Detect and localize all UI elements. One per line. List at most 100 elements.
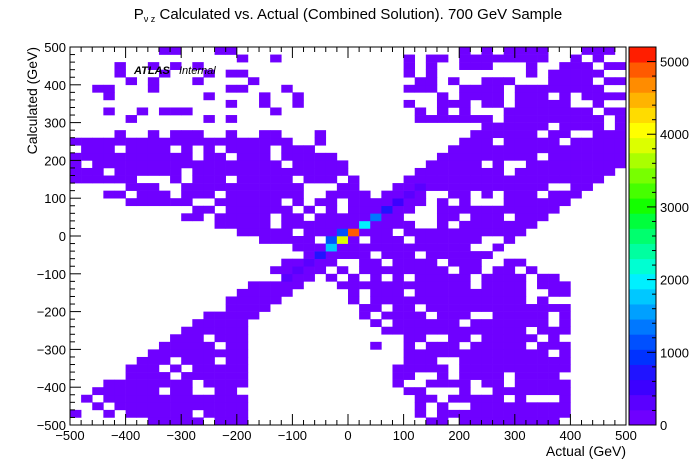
heatmap-bin [136, 409, 149, 418]
heatmap-bin [192, 190, 204, 199]
heatmap-bin [581, 175, 593, 184]
heatmap-bin [514, 54, 527, 63]
heatmap-bin [403, 266, 416, 275]
heatmap-bin [281, 288, 293, 297]
heatmap-bin [314, 137, 327, 146]
heatmap-bin [125, 372, 138, 380]
heatmap-bin [247, 137, 260, 146]
heatmap-bin [570, 69, 582, 78]
heatmap-bin [425, 364, 438, 373]
heatmap-bin [381, 190, 393, 199]
heatmap-bin [370, 258, 382, 267]
heatmap-bin [158, 372, 171, 380]
heatmap-bin [503, 228, 516, 237]
heatmap-bin [470, 304, 482, 312]
heatmap-bin [537, 84, 549, 93]
heatmap-bin [537, 273, 549, 282]
heatmap-bin [470, 266, 482, 275]
heatmap-bin [481, 54, 493, 63]
heatmap-bin [336, 220, 349, 229]
heatmap-bin [281, 175, 293, 184]
heatmap-bin [348, 236, 360, 244]
heatmap-bin [203, 167, 215, 176]
heatmap-bin [92, 145, 104, 154]
palette-swatch [629, 152, 656, 169]
heatmap-bin [303, 167, 315, 176]
heatmap-bin [403, 311, 416, 320]
heatmap-bin [459, 167, 471, 176]
heatmap-bin [548, 167, 560, 176]
heatmap-bin [336, 228, 349, 237]
heatmap-bin [70, 160, 82, 169]
heatmap-bin [525, 99, 538, 108]
heatmap-bin [514, 47, 527, 55]
heatmap-bin [170, 152, 182, 161]
heatmap-bin [236, 167, 249, 176]
heatmap-bin [147, 379, 160, 388]
heatmap-bin [514, 84, 527, 93]
heatmap-bin [103, 409, 115, 418]
heatmap-bin [559, 326, 571, 335]
x-tick-label: 100 [393, 428, 415, 443]
heatmap-bin [548, 84, 560, 93]
heatmap-bin [381, 198, 393, 207]
heatmap-bin [247, 205, 260, 214]
heatmap-bin [336, 160, 349, 169]
heatmap-bin [514, 92, 527, 101]
heatmap-bin [303, 236, 315, 244]
heatmap-bin [525, 417, 538, 426]
palette-swatch [629, 92, 656, 108]
heatmap-bin [192, 183, 204, 191]
heatmap-bin [492, 213, 504, 222]
heatmap-bin [492, 145, 504, 154]
heatmap-bin [470, 394, 482, 403]
heatmap-bin [270, 160, 282, 169]
heatmap-bin [548, 372, 560, 380]
heatmap-bin [281, 273, 293, 282]
heatmap-bin [603, 107, 616, 116]
heatmap-bin [236, 84, 249, 93]
heatmap-bin [303, 152, 315, 161]
heatmap-bin [170, 349, 182, 358]
heatmap-bin [470, 54, 482, 63]
heatmap-bin [425, 379, 438, 388]
heatmap-bin [481, 379, 493, 388]
heatmap-bin [292, 220, 304, 229]
heatmap-bin [503, 54, 516, 63]
heatmap-bin [70, 167, 82, 176]
heatmap-bin [214, 213, 226, 222]
heatmap-bin [270, 205, 282, 214]
heatmap-bin [459, 364, 471, 373]
palette-swatch [629, 62, 656, 78]
heatmap-bin [325, 273, 338, 282]
heatmap-bin [592, 167, 605, 176]
heatmap-bin [314, 152, 327, 161]
heatmap-bin [459, 183, 471, 191]
heatmap-bin [403, 228, 416, 237]
heatmap-bin [225, 379, 238, 388]
heatmap-bin [181, 387, 193, 396]
heatmap-bin [459, 266, 471, 275]
heatmap-bin [537, 387, 549, 396]
heatmap-bin [525, 145, 538, 154]
heatmap-bin [581, 77, 593, 86]
heatmap-bin [303, 205, 315, 214]
heatmap-bin [603, 160, 616, 169]
heatmap-bin [448, 167, 460, 176]
heatmap-bin [192, 137, 204, 146]
heatmap-bin [414, 236, 427, 244]
heatmap-bin [259, 213, 271, 222]
heatmap-bin [459, 296, 471, 305]
heatmap-bin [81, 167, 93, 176]
heatmap-bin [214, 334, 226, 343]
heatmap-bin [203, 115, 215, 123]
heatmap-bin [436, 349, 449, 358]
heatmap-bin [147, 417, 160, 426]
heatmap-bin [292, 273, 304, 282]
heatmap-bin [559, 304, 571, 312]
heatmap-bin [548, 152, 560, 161]
palette-swatch [629, 304, 656, 320]
heatmap-bin [537, 198, 549, 207]
heatmap-bin [103, 152, 115, 161]
heatmap-bin [525, 137, 538, 146]
